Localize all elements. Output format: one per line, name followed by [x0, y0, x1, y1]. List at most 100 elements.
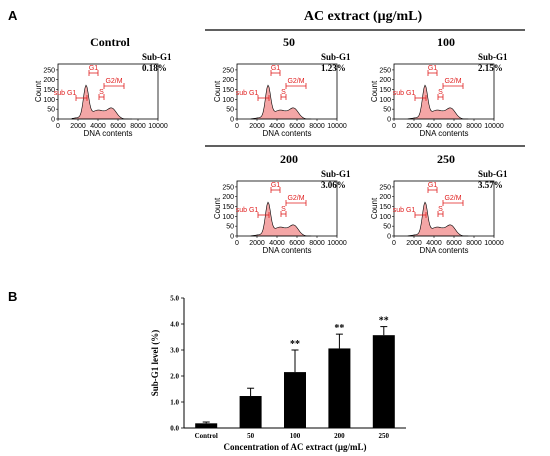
s-phase-gate-label: S [438, 89, 443, 96]
bar-y-tick-label: 2.0 [170, 373, 179, 381]
histogram-250: 250 0 50 100 150 200 250 0 2000 4000 6000 8000 10000… [370, 152, 508, 255]
y-tick-label: 200 [222, 77, 234, 84]
significance-marker: ** [290, 339, 300, 350]
bar-category-label: 100 [290, 432, 301, 440]
sub-g1-stat-label: Sub-G1 [321, 169, 351, 179]
x-tick-label: 8000 [466, 240, 482, 247]
y-tick-label: 50 [47, 107, 55, 114]
x-tick-label: 4000 [426, 240, 442, 247]
dna-histogram-fill [250, 84, 312, 120]
g1-gate-label: G1 [271, 65, 280, 72]
y-tick-label: 200 [379, 77, 391, 84]
bar-category-label: 250 [379, 432, 390, 440]
x-tick-label: 4000 [90, 123, 106, 130]
g1-gate-label: G1 [428, 182, 437, 189]
g2m-gate-label: G2/M [444, 195, 461, 202]
x-tick-label: 10000 [327, 240, 347, 247]
x-tick-label: 4000 [269, 240, 285, 247]
y-tick-label: 150 [43, 87, 55, 94]
bar-y-tick-label: 3.0 [170, 347, 179, 355]
x-axis-label: DNA contents [420, 129, 469, 138]
x-tick-label: 6000 [110, 123, 126, 130]
y-tick-label: 200 [222, 194, 234, 201]
x-tick-label: 8000 [466, 123, 482, 130]
y-tick-label: 100 [222, 214, 234, 221]
x-tick-label: 4000 [426, 123, 442, 130]
y-tick-label: 250 [222, 67, 234, 74]
x-tick-label: 10000 [148, 123, 168, 130]
x-tick-label: 6000 [289, 123, 305, 130]
histogram-frame [236, 180, 338, 237]
sub-g1-gate-label: sub G1 [236, 90, 259, 97]
s-phase-gate-label: S [438, 206, 443, 213]
bar-category-label: 50 [247, 432, 255, 440]
x-axis-label: DNA contents [263, 246, 312, 255]
y-tick-label: 50 [226, 107, 234, 114]
histogram-50: 50 0 50 100 150 200 250 0 2000 4000 6000 8000 10000 D… [213, 35, 351, 138]
histogram-title: 200 [280, 152, 298, 166]
x-tick-label: 6000 [446, 123, 462, 130]
y-tick-label: 0 [230, 117, 234, 124]
y-tick-label: 50 [226, 224, 234, 231]
histogram-frame [393, 63, 495, 120]
x-tick-label: 0 [392, 123, 396, 130]
y-tick-label: 50 [383, 107, 391, 114]
y-tick-label: 150 [379, 87, 391, 94]
x-tick-label: 8000 [309, 240, 325, 247]
s-phase-gate-label: S [281, 206, 286, 213]
histogram-frame [57, 63, 159, 120]
y-axis-label: Count [370, 80, 379, 102]
bar-category-label: 200 [334, 432, 345, 440]
y-tick-label: 100 [222, 97, 234, 104]
histogram-title: 250 [437, 152, 455, 166]
g2m-gate-label: G2/M [105, 78, 122, 85]
y-tick-label: 100 [379, 214, 391, 221]
bar-y-tick-label: 1.0 [170, 399, 179, 407]
x-tick-label: 10000 [484, 123, 504, 130]
dna-histogram-fill [250, 201, 312, 237]
panel-label-a: A [8, 8, 18, 23]
bar-250 [372, 335, 395, 428]
panel-label-b: B [8, 289, 17, 304]
x-tick-label: 2000 [406, 123, 422, 130]
y-tick-label: 100 [43, 97, 55, 104]
histogram-frame [236, 63, 338, 120]
histogram-title: 100 [437, 35, 455, 49]
g1-gate-label: G1 [428, 65, 437, 72]
y-axis-label: Count [213, 80, 222, 102]
sub-g1-stat-value: 3.57% [478, 180, 503, 190]
bar-50 [239, 396, 262, 428]
y-tick-label: 0 [51, 117, 55, 124]
g2m-gate-label: G2/M [444, 78, 461, 85]
x-tick-label: 0 [392, 240, 396, 247]
dna-histogram-fill [71, 84, 132, 120]
x-tick-label: 0 [235, 240, 239, 247]
y-tick-label: 250 [222, 184, 234, 191]
sub-g1-bar-chart: 0.0 1.0 2.0 3.0 4.0 5.0 Control 50 ** 100 ** 200 ** 2… [150, 295, 406, 452]
histogram-title: 50 [283, 35, 295, 49]
y-tick-label: 250 [379, 184, 391, 191]
x-tick-label: 8000 [130, 123, 146, 130]
y-axis-label: Count [213, 197, 222, 219]
x-tick-label: 2000 [70, 123, 86, 130]
y-tick-label: 0 [387, 117, 391, 124]
x-tick-label: 6000 [446, 240, 462, 247]
dna-histogram-fill [407, 201, 469, 237]
x-tick-label: 2000 [406, 240, 422, 247]
bar-200 [328, 348, 351, 428]
sub-g1-stat-value: 2.15% [478, 63, 503, 73]
sub-g1-stat-value: 1.23% [321, 63, 346, 73]
y-tick-label: 50 [383, 224, 391, 231]
significance-marker: ** [334, 323, 344, 334]
y-tick-label: 250 [379, 67, 391, 74]
sub-g1-gate-label: sub G1 [236, 207, 259, 214]
y-tick-label: 150 [222, 87, 234, 94]
g2m-gate-label: G2/M [287, 78, 304, 85]
histogram-title: Control [90, 35, 130, 49]
x-axis-label: DNA contents [263, 129, 312, 138]
y-tick-label: 250 [43, 67, 55, 74]
sub-g1-gate-label: sub G1 [54, 90, 77, 97]
y-axis-label: Count [34, 80, 43, 102]
x-tick-label: 0 [56, 123, 60, 130]
